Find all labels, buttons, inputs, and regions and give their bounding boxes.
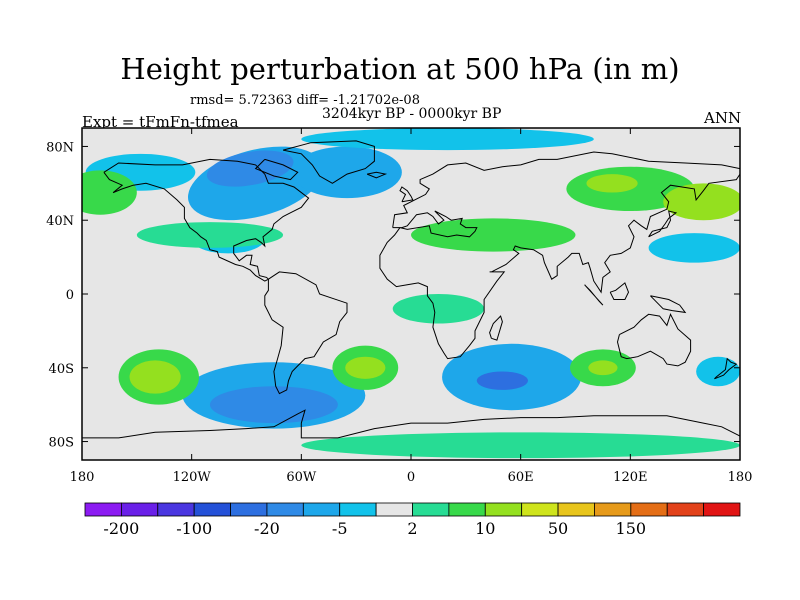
y-tick-label: 40N — [46, 214, 74, 229]
contour-region-pos-south-indian-east-core — [588, 360, 618, 376]
y-tick-label: 40S — [49, 362, 74, 377]
contour-region-pos-south-atlantic-core — [345, 356, 386, 379]
colorbar-swatch — [120, 502, 159, 517]
contour-region-neg-south-indian-core — [476, 371, 528, 390]
period-label: 3204kyr BP - 0000kyr BP — [322, 106, 502, 122]
colorbar-swatch — [375, 502, 413, 517]
contour-region-pos-east-pacific-belt — [136, 222, 284, 248]
x-tick-label: 120W — [173, 470, 212, 485]
contour-region-pos-south-pacific-core — [129, 360, 181, 394]
colorbar-label: -5 — [332, 519, 348, 538]
coastline-south-america — [264, 271, 348, 395]
colorbar-label: -20 — [254, 519, 280, 538]
colorbar-swatch — [594, 502, 632, 517]
colorbar-label: -100 — [176, 519, 212, 538]
x-tick-label: 180 — [70, 470, 95, 485]
colorbar-swatch — [302, 502, 341, 517]
y-tick-label: 80N — [46, 140, 74, 155]
x-tick-label: 0 — [407, 470, 415, 485]
contour-region-neg-north-america-core — [206, 150, 294, 187]
contour-field — [82, 128, 740, 459]
colorbar-label: 150 — [616, 519, 647, 538]
colorbar-label: 2 — [407, 519, 417, 538]
chart-title: Height perturbation at 500 hPa (in m) — [120, 52, 680, 86]
colorbar-swatch — [557, 502, 595, 517]
x-tick-label: 120E — [613, 470, 647, 485]
colorbar-swatch — [412, 502, 450, 517]
colorbar-swatch — [521, 502, 559, 517]
coastline-indonesia-sumatra — [584, 284, 604, 306]
colorbar-label: -200 — [103, 519, 139, 538]
colorbar-swatch — [157, 502, 195, 517]
coastlines — [82, 140, 740, 439]
contour-region-neg-north-atlantic — [292, 146, 402, 199]
y-tick-label: 80S — [49, 436, 74, 451]
x-tick-label: 180 — [728, 470, 753, 485]
x-tick-label: 60W — [286, 470, 317, 485]
colorbar-swatch — [448, 502, 486, 517]
coastline-britain — [399, 186, 414, 203]
colorbar-label: 10 — [475, 519, 495, 538]
colorbar-swatch — [230, 502, 268, 517]
contour-region-pos-east-asia — [663, 183, 740, 221]
coastline-eurasia-africa — [379, 151, 740, 360]
coastline-madagascar — [489, 315, 503, 341]
coastline-australia — [616, 312, 692, 367]
x-tick-label: 60E — [508, 470, 534, 485]
coastline-north-america — [103, 158, 310, 282]
colorbar-swatch — [84, 502, 122, 517]
colorbar-swatch — [193, 502, 231, 517]
coastline-baffin — [254, 158, 299, 181]
colorbar-label: 50 — [548, 519, 568, 538]
coastline-new-guinea — [650, 295, 687, 314]
season-label: ANN — [704, 109, 742, 127]
coastline-antarctica — [82, 409, 740, 439]
contour-region-neg-west-pacific — [648, 233, 740, 263]
colorbar-swatch — [703, 502, 741, 517]
y-tick-label: 0 — [66, 288, 74, 303]
coastline-greenland — [282, 140, 375, 184]
contour-region-pos-antarctic-band — [301, 432, 740, 459]
colorbar-swatch — [339, 502, 377, 517]
contour-region-pos-tropical-atlantic — [392, 294, 485, 324]
contour-region-pos-alaska — [82, 170, 137, 215]
coastline-iceland — [366, 171, 388, 179]
stats-line: rmsd= 5.72363 diff= -1.21702e-08 — [190, 93, 420, 108]
colorbar-swatch — [666, 502, 705, 517]
contour-region-pos-siberia-core — [586, 174, 638, 193]
contour-region-neg-arctic-belt — [301, 128, 594, 151]
contour-region-pos-north-africa-belt — [411, 218, 576, 252]
coastline-indonesia-borneo — [609, 282, 630, 300]
experiment-label: Expt = tFmFn-tfmea — [82, 113, 239, 131]
colorbar-swatch — [484, 502, 523, 517]
coastline-new-zealand — [714, 357, 738, 380]
colorbar-swatch — [630, 502, 668, 517]
colorbar-swatch — [266, 502, 304, 517]
contour-region-neg-south-pacific-core — [209, 386, 338, 424]
coastline-japan — [648, 210, 678, 238]
contour-region-neg-east-australia — [696, 356, 740, 387]
